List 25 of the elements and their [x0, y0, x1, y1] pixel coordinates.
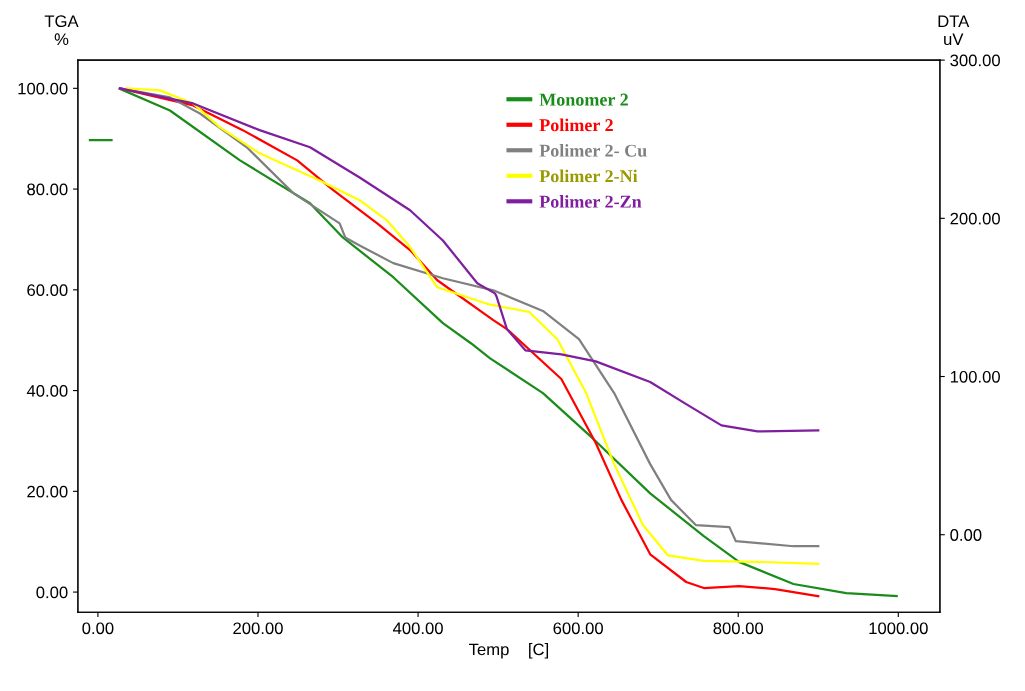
- line-series: [118, 87, 820, 433]
- legend-label: Monomer 2: [539, 93, 628, 106]
- legend-label: Polimer 2: [539, 118, 613, 132]
- legend-label: Polimer 2- Cu: [539, 144, 647, 157]
- y-tick-label: 100.00: [18, 82, 68, 95]
- legend-label: Polimer 2-Zn: [539, 195, 642, 208]
- y-tick-label: 0.00: [36, 586, 68, 599]
- x-axis-title: Temp [C]: [469, 643, 549, 659]
- x-tick-label: 0.00: [82, 622, 114, 635]
- y-tick-label: 80.00: [27, 183, 68, 196]
- x-tick-label: 200.00: [233, 622, 283, 635]
- y2-tick-label: 100.00: [950, 370, 1000, 383]
- x-tick-label: 600.00: [553, 622, 603, 635]
- y2-tick-label: 300.00: [950, 54, 1000, 67]
- x-tick-label: 800.00: [713, 622, 764, 635]
- y2-tick-label: 0.00: [950, 529, 982, 541]
- x-tick-label: 400.00: [392, 622, 443, 635]
- y2-tick-label: 200.00: [950, 212, 1000, 225]
- y-tick-label: 60.00: [27, 284, 68, 297]
- y-axis-title: TGA %: [44, 15, 79, 46]
- x-tick-label: 1000.00: [869, 622, 928, 635]
- legend-label: Polimer 2-Ni: [539, 169, 638, 183]
- y-tick-label: 40.00: [26, 384, 68, 397]
- y-tick-label: 20.00: [27, 485, 68, 498]
- y2-axis-title: DTA uV: [938, 15, 970, 46]
